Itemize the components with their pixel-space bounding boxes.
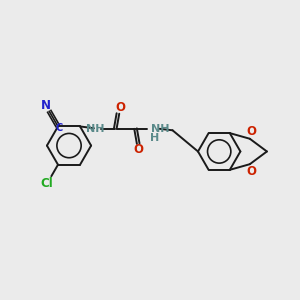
Text: O: O [133,143,143,156]
Text: N: N [40,98,51,112]
Text: H: H [150,133,160,142]
Text: O: O [246,125,256,138]
Text: Cl: Cl [41,177,54,190]
Text: NH: NH [151,124,170,134]
Text: O: O [115,101,125,114]
Text: C: C [55,123,62,133]
Text: NH: NH [86,124,105,134]
Text: O: O [246,165,256,178]
